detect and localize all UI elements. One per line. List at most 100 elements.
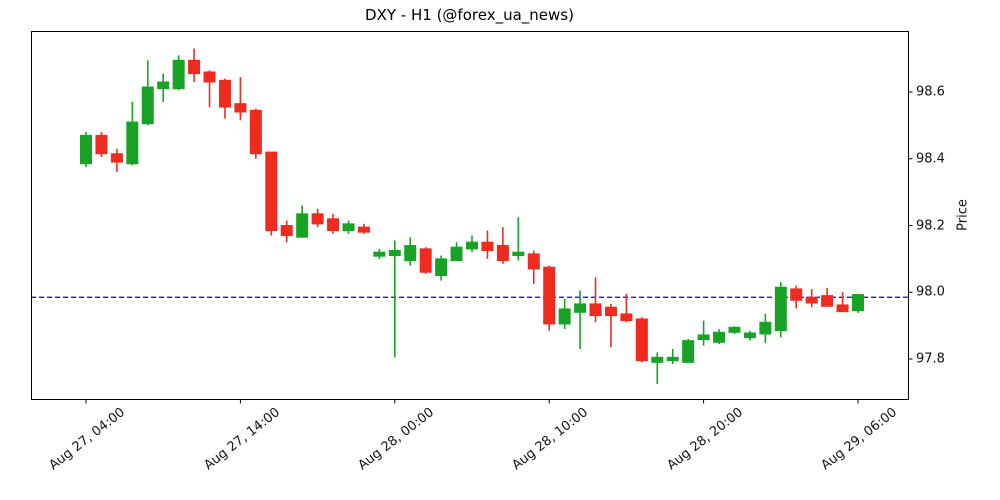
candle-body bbox=[218, 79, 231, 108]
candle bbox=[466, 235, 478, 253]
candle bbox=[157, 73, 170, 103]
candle-body bbox=[481, 241, 494, 252]
candle-body bbox=[805, 296, 818, 304]
candle bbox=[280, 220, 293, 243]
candle-body bbox=[435, 258, 448, 277]
candle bbox=[759, 313, 772, 343]
candle-body bbox=[790, 288, 803, 301]
candle bbox=[357, 223, 370, 234]
plot-border bbox=[31, 31, 909, 400]
candle bbox=[697, 320, 710, 346]
candle bbox=[496, 227, 509, 264]
candle bbox=[821, 287, 834, 307]
candle-body bbox=[419, 248, 432, 273]
candle bbox=[95, 132, 108, 158]
candle bbox=[172, 55, 185, 91]
candle bbox=[311, 208, 324, 228]
candle-body bbox=[265, 151, 278, 232]
candle bbox=[126, 102, 139, 166]
candle bbox=[265, 151, 278, 236]
candle-body bbox=[296, 213, 309, 238]
candle bbox=[141, 60, 154, 126]
candle-body bbox=[327, 218, 340, 232]
candle-body bbox=[357, 226, 370, 233]
y-tick-label: 98.6 bbox=[916, 84, 945, 100]
candle bbox=[836, 292, 849, 313]
candle bbox=[620, 293, 633, 323]
candle bbox=[342, 220, 355, 234]
y-axis-title: Price bbox=[955, 199, 971, 231]
candle bbox=[790, 285, 803, 309]
y-tick-label: 98.4 bbox=[916, 151, 945, 167]
candle-body bbox=[759, 321, 772, 335]
y-tick-label: 98.0 bbox=[916, 284, 945, 300]
candle bbox=[234, 76, 247, 121]
candle bbox=[852, 293, 864, 313]
candle bbox=[388, 240, 401, 358]
candle bbox=[481, 230, 494, 259]
candle-body bbox=[141, 86, 154, 125]
candle bbox=[110, 148, 123, 173]
candle-body bbox=[821, 295, 834, 307]
candle bbox=[80, 132, 92, 168]
candle bbox=[512, 217, 525, 261]
candle bbox=[419, 247, 432, 274]
candle bbox=[635, 317, 648, 363]
candle bbox=[527, 250, 540, 284]
candle-body bbox=[620, 313, 633, 322]
candle-body bbox=[728, 326, 741, 333]
candle bbox=[713, 328, 726, 344]
candle bbox=[651, 352, 664, 385]
candle bbox=[682, 338, 695, 363]
candle-body bbox=[527, 253, 540, 270]
candle-body bbox=[188, 59, 201, 75]
candle-body bbox=[388, 250, 401, 257]
candle-body bbox=[342, 223, 355, 232]
candle bbox=[574, 290, 587, 349]
candle bbox=[805, 288, 818, 308]
candle-body bbox=[682, 340, 695, 363]
candle-body bbox=[713, 331, 726, 343]
candle-body bbox=[589, 303, 602, 317]
candle bbox=[589, 277, 602, 323]
candle-body bbox=[373, 251, 386, 257]
candle bbox=[249, 108, 262, 159]
candle bbox=[604, 303, 617, 348]
candle-body bbox=[126, 121, 139, 165]
candle-body bbox=[280, 225, 293, 237]
candle bbox=[218, 78, 231, 119]
candle bbox=[558, 298, 571, 329]
candle-body bbox=[203, 71, 216, 83]
candle bbox=[327, 213, 340, 234]
candle-body bbox=[836, 304, 849, 313]
candle bbox=[373, 248, 386, 259]
candle bbox=[296, 205, 309, 238]
candle-body bbox=[110, 153, 123, 163]
candle-body bbox=[512, 251, 525, 257]
chart-title: DXY - H1 (@forex_ua_news) bbox=[365, 6, 574, 24]
candle-body bbox=[543, 266, 556, 325]
candle bbox=[435, 255, 448, 281]
candle bbox=[450, 242, 463, 262]
candle bbox=[203, 70, 216, 108]
candle-body bbox=[666, 356, 679, 362]
candle bbox=[543, 265, 556, 331]
candle-body bbox=[80, 134, 92, 165]
candle-body bbox=[95, 134, 108, 155]
y-tick-label: 97.8 bbox=[916, 351, 945, 367]
candle-body bbox=[450, 246, 463, 262]
candle bbox=[404, 237, 417, 266]
candle bbox=[743, 330, 756, 341]
candle-body bbox=[496, 245, 509, 262]
candle-body bbox=[697, 334, 710, 341]
candle bbox=[728, 326, 741, 334]
candle-body bbox=[743, 332, 756, 339]
candle-body bbox=[172, 59, 185, 90]
candle-body bbox=[774, 286, 787, 332]
candle-body bbox=[311, 213, 324, 225]
candle-body bbox=[234, 103, 247, 113]
candle-body bbox=[558, 308, 571, 325]
candle-body bbox=[466, 241, 478, 250]
